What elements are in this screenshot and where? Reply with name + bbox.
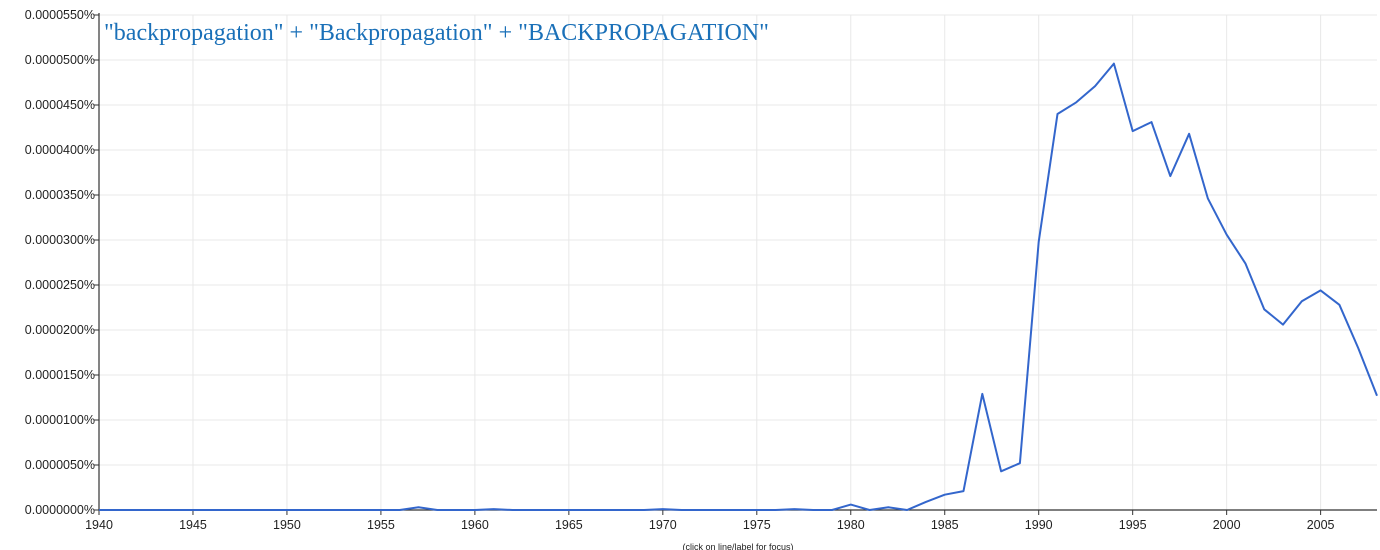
x-tick-label: 1960 bbox=[461, 518, 489, 532]
y-tick-label: 0.0000450% bbox=[25, 98, 95, 112]
y-tick-label: 0.0000300% bbox=[25, 233, 95, 247]
x-tick-label: 1950 bbox=[273, 518, 301, 532]
y-tick-label: 0.0000100% bbox=[25, 413, 95, 427]
x-tick-label: 1945 bbox=[179, 518, 207, 532]
x-tick-label: 1970 bbox=[649, 518, 677, 532]
x-tick-label: 2005 bbox=[1307, 518, 1335, 532]
x-tick-label: 1985 bbox=[931, 518, 959, 532]
x-tick-label: 1940 bbox=[85, 518, 113, 532]
x-tick-label: 1980 bbox=[837, 518, 865, 532]
y-tick-label: 0.0000250% bbox=[25, 278, 95, 292]
y-tick-label: 0.0000200% bbox=[25, 323, 95, 337]
series-label[interactable]: "backpropagation" + "Backpropagation" + … bbox=[104, 20, 769, 46]
x-tick-label: 1995 bbox=[1119, 518, 1147, 532]
x-tick-label: 1955 bbox=[367, 518, 395, 532]
series-line[interactable] bbox=[99, 62, 1378, 511]
x-tick-label: 1975 bbox=[743, 518, 771, 532]
y-tick-label: 0.0000050% bbox=[25, 458, 95, 472]
y-tick-label: 0.0000350% bbox=[25, 188, 95, 202]
x-tick-label: 1990 bbox=[1025, 518, 1053, 532]
y-tick-label: 0.0000000% bbox=[25, 503, 95, 517]
x-tick-label: 1965 bbox=[555, 518, 583, 532]
axes: 0.0000000% 0.0000050% 0.0000100% 0.0000150%… bbox=[25, 8, 1377, 532]
y-tick-label: 0.0000400% bbox=[25, 143, 95, 157]
y-tick-label: 0.0000150% bbox=[25, 368, 95, 382]
x-tick-label: 2000 bbox=[1213, 518, 1241, 532]
y-tick-label: 0.0000500% bbox=[25, 53, 95, 67]
y-tick-label: 0.0000550% bbox=[25, 8, 95, 22]
series-layer[interactable] bbox=[99, 62, 1378, 511]
focus-hint: (click on line/label for focus) bbox=[682, 542, 793, 550]
grid bbox=[99, 14, 1377, 510]
